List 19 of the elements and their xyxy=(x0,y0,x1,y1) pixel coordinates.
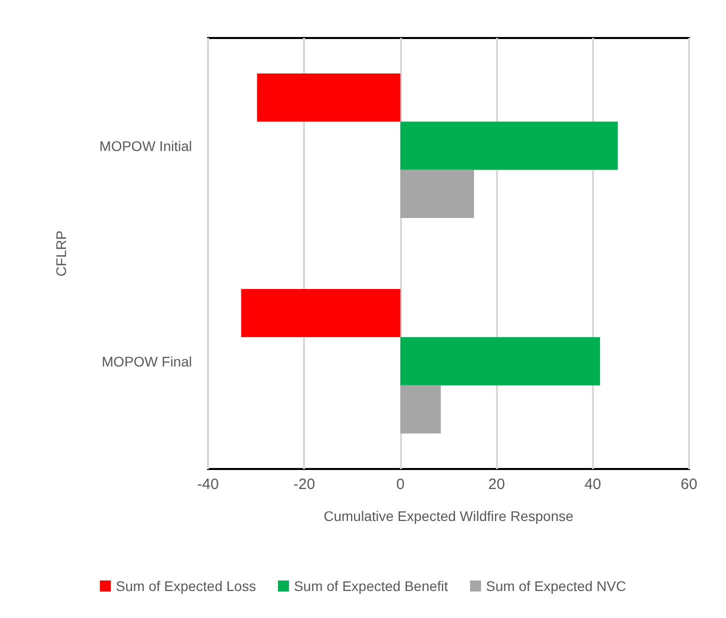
bar xyxy=(257,74,400,122)
x-tick-label: 0 xyxy=(396,476,405,493)
y-axis-title: CFLRP xyxy=(53,230,69,276)
x-tick-label: -20 xyxy=(293,476,316,493)
bar xyxy=(241,289,400,338)
x-tick-label: 20 xyxy=(488,476,505,493)
x-tick-label: 40 xyxy=(584,476,602,493)
legend-label: Sum of Expected Loss xyxy=(116,578,256,594)
legend-label: Sum of Expected NVC xyxy=(486,578,626,594)
bar xyxy=(400,122,618,170)
bar xyxy=(400,385,441,434)
x-tick-label: 60 xyxy=(680,476,698,493)
legend-label: Sum of Expected Benefit xyxy=(294,578,448,594)
x-axis-title: Cumulative Expected Wildfire Response xyxy=(324,508,574,524)
x-tick-label: -40 xyxy=(197,476,219,493)
bar xyxy=(400,337,600,386)
y-tick-label: MOPOW Initial xyxy=(99,138,192,154)
y-tick-label: MOPOW Final xyxy=(102,353,192,370)
bar xyxy=(400,170,474,218)
